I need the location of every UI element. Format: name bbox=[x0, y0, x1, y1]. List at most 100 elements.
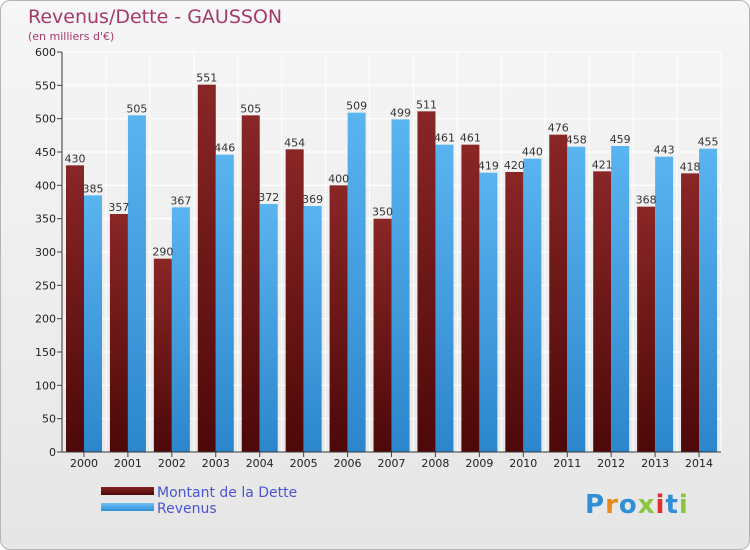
x-tick-label: 2014 bbox=[685, 457, 713, 470]
x-tick-label: 2002 bbox=[158, 457, 186, 470]
chart-title: Revenus/Dette - GAUSSON bbox=[28, 6, 283, 28]
bar-dette bbox=[637, 206, 656, 452]
y-tick-label: 450 bbox=[35, 146, 56, 159]
y-tick-label: 550 bbox=[35, 79, 56, 92]
bar-dette bbox=[109, 214, 128, 452]
data-label-revenus: 461 bbox=[434, 132, 455, 145]
data-label-dette: 430 bbox=[65, 152, 86, 165]
x-tick-label: 2012 bbox=[597, 457, 625, 470]
logo-letter: o bbox=[618, 490, 638, 520]
proxiti-logo: Proxiti bbox=[585, 490, 689, 520]
logo-letter: x bbox=[637, 490, 656, 520]
data-label-dette: 290 bbox=[152, 246, 173, 259]
y-tick-label: 200 bbox=[35, 313, 56, 326]
x-tick-label: 2005 bbox=[290, 457, 318, 470]
data-label-revenus: 385 bbox=[83, 182, 104, 195]
data-label-dette: 368 bbox=[636, 194, 657, 207]
y-tick-label: 300 bbox=[35, 246, 56, 259]
data-label-dette: 400 bbox=[328, 172, 349, 185]
x-tick-label: 2011 bbox=[553, 457, 581, 470]
data-label-dette: 421 bbox=[592, 158, 613, 171]
data-label-dette: 350 bbox=[372, 206, 393, 219]
y-tick-label: 400 bbox=[35, 179, 56, 192]
data-label-revenus: 446 bbox=[214, 142, 235, 155]
data-label-dette: 454 bbox=[284, 136, 305, 149]
data-label-dette: 476 bbox=[548, 122, 569, 135]
bars bbox=[66, 84, 718, 453]
data-label-revenus: 455 bbox=[698, 136, 719, 149]
x-tick-label: 2007 bbox=[378, 457, 406, 470]
data-label-revenus: 443 bbox=[654, 144, 675, 157]
bar-revenus bbox=[523, 158, 542, 452]
y-axis-ticks: 0 50 100 150 200 250 300 350 400 450 500 550 600 bbox=[35, 46, 56, 459]
bar-revenus bbox=[391, 119, 410, 452]
logo-letter: i bbox=[655, 490, 666, 520]
x-tick-label: 2013 bbox=[641, 457, 669, 470]
bar-revenus bbox=[655, 156, 674, 452]
data-label-revenus: 509 bbox=[346, 100, 367, 113]
bar-revenus bbox=[171, 207, 190, 452]
y-tick-label: 0 bbox=[49, 446, 56, 459]
x-tick-label: 2006 bbox=[334, 457, 362, 470]
y-tick-label: 150 bbox=[35, 346, 56, 359]
data-label-dette: 420 bbox=[504, 159, 525, 172]
bar-dette bbox=[241, 115, 260, 452]
bar-revenus bbox=[479, 172, 498, 452]
y-tick-label: 350 bbox=[35, 213, 56, 226]
y-tick-label: 250 bbox=[35, 279, 56, 292]
value-labels: 430 385 357 505 290 367 551 446 505 372 454 369 400 5… bbox=[65, 72, 719, 259]
bar-dette bbox=[329, 185, 348, 453]
data-label-dette: 505 bbox=[240, 102, 261, 115]
logo-letter: t bbox=[665, 490, 679, 520]
bar-revenus bbox=[84, 195, 102, 453]
data-label-dette: 418 bbox=[680, 160, 701, 173]
bar-dette bbox=[461, 144, 480, 452]
data-label-revenus: 458 bbox=[566, 134, 587, 147]
x-tick-label: 2004 bbox=[246, 457, 274, 470]
bar-dette bbox=[66, 165, 84, 453]
logo-letter: r bbox=[605, 490, 619, 520]
data-label-revenus: 505 bbox=[126, 102, 147, 115]
data-label-revenus: 367 bbox=[170, 194, 191, 207]
legend-label-dette: Montant de la Dette bbox=[157, 485, 298, 501]
y-tick-label: 50 bbox=[42, 413, 56, 426]
legend-label-revenus: Revenus bbox=[157, 501, 217, 517]
data-label-dette: 511 bbox=[416, 98, 437, 111]
logo-letter: i bbox=[678, 490, 689, 520]
y-tick-label: 600 bbox=[35, 46, 56, 59]
bar-dette bbox=[549, 134, 568, 452]
axes bbox=[61, 52, 721, 453]
bar-dette bbox=[417, 111, 436, 452]
data-label-revenus: 419 bbox=[478, 160, 499, 173]
x-axis-ticks: 2000 2001 2002 2003 2004 2005 2006 2007 2008 2009… bbox=[70, 452, 713, 470]
legend-swatch-dette bbox=[101, 487, 154, 495]
bar-revenus bbox=[567, 146, 586, 452]
bar-revenus bbox=[303, 206, 322, 452]
data-label-dette: 551 bbox=[196, 72, 217, 85]
bar-revenus bbox=[347, 112, 366, 453]
data-label-dette: 461 bbox=[460, 132, 481, 145]
bar-revenus bbox=[127, 115, 146, 452]
x-tick-label: 2001 bbox=[114, 457, 142, 470]
bar-revenus bbox=[259, 204, 278, 452]
data-label-revenus: 372 bbox=[258, 191, 279, 204]
bar-dette bbox=[681, 173, 700, 453]
data-label-dette: 357 bbox=[108, 201, 129, 214]
bar-dette bbox=[153, 258, 172, 452]
x-tick-label: 2010 bbox=[509, 457, 537, 470]
bar-revenus bbox=[435, 144, 454, 452]
y-tick-label: 100 bbox=[35, 379, 56, 392]
bar-dette bbox=[505, 172, 524, 452]
logo-letter: P bbox=[585, 490, 606, 520]
bar-dette bbox=[593, 171, 612, 453]
chart-subtitle: (en milliers d'€) bbox=[28, 30, 115, 43]
bar-dette bbox=[373, 218, 392, 452]
data-label-revenus: 459 bbox=[610, 133, 631, 146]
bar-dette bbox=[197, 84, 216, 453]
x-tick-label: 2003 bbox=[202, 457, 230, 470]
bar-dette bbox=[285, 149, 304, 453]
x-tick-label: 2000 bbox=[70, 457, 98, 470]
x-tick-label: 2008 bbox=[421, 457, 449, 470]
y-tick-label: 500 bbox=[35, 113, 56, 126]
